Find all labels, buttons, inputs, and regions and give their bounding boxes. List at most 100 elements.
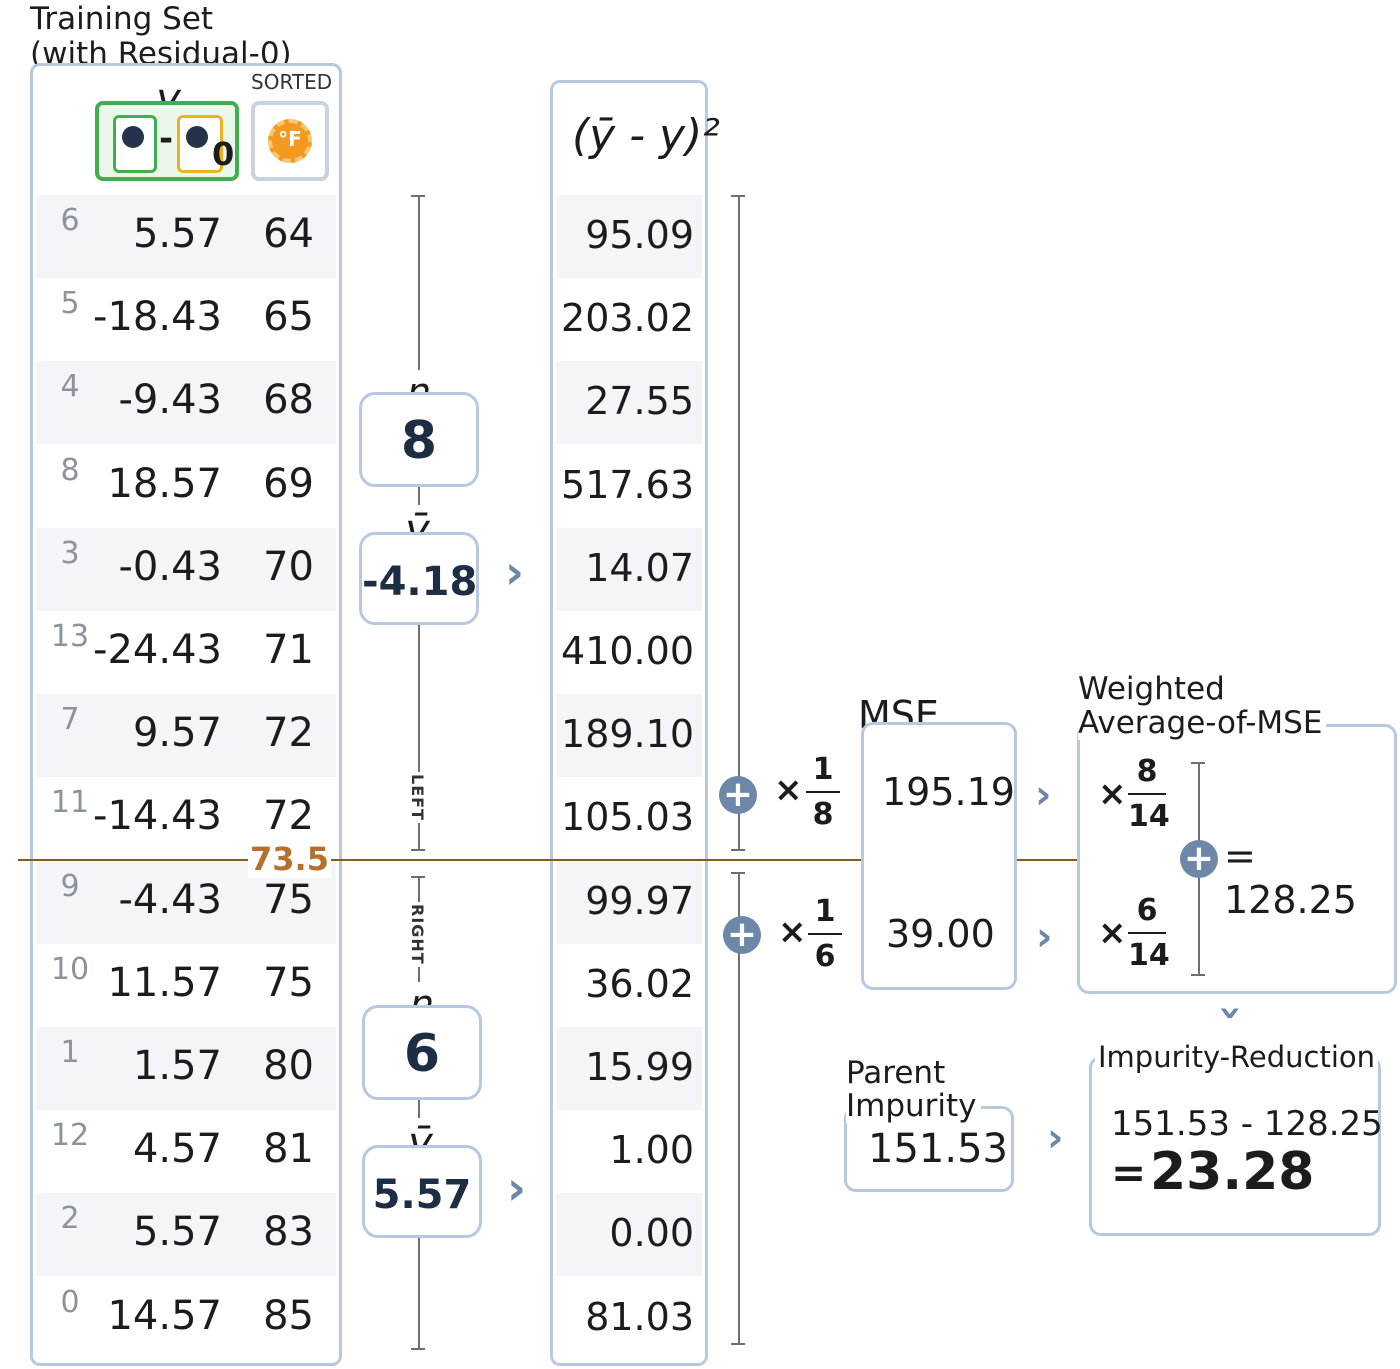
weighted-left-den: 14 [1128,799,1170,834]
row-residual: -24.43 [93,627,222,673]
row-stripe [556,361,702,444]
weighted-sum-top [1191,762,1205,764]
right-bracket-top [411,876,425,878]
sum-left-line [738,195,740,850]
row-stripe [36,1027,336,1110]
row-residual: -9.43 [118,377,223,423]
weighted-left-fraction: 8 14 [1128,754,1170,834]
left-bracket-top [411,195,425,197]
right-mse-den: 6 [814,939,836,974]
row-squared-diff: 410.00 [561,629,694,673]
row-residual: 18.57 [107,461,222,507]
row-index: 4 [60,369,80,404]
row-stripe [556,1193,702,1276]
row-stripe [556,528,702,611]
row-residual: 14.57 [107,1293,222,1339]
row-temperature: 80 [263,1043,314,1089]
row-temperature: 81 [263,1126,314,1172]
mse-right-value: 39.00 [886,912,995,956]
left-ybar-value: -4.18 [362,559,478,605]
row-stripe [556,694,702,777]
row-squared-diff: 1.00 [609,1128,694,1172]
zero-label: 0 [212,135,235,173]
row-residual: 11.57 [107,960,222,1006]
row-stripe [36,694,336,777]
row-residual: -0.43 [118,544,223,590]
row-residual: -18.43 [93,294,222,340]
row-stripe [36,528,336,611]
left-mse-den: 8 [812,797,834,832]
row-temperature: 72 [263,710,314,756]
reduction-result: 23.28 [1150,1142,1315,1202]
right-n-box: 6 [362,1005,482,1100]
residual-icon-group: - 0 [95,101,239,181]
parent-value: 151.53 [868,1126,1008,1172]
right-label: RIGHT [408,902,427,967]
row-residual: 5.57 [132,211,222,257]
row-index: 13 [50,619,90,654]
left-mse-fraction: 1 8 [806,752,840,832]
weighted-right-fraction: 6 14 [1128,893,1170,973]
reduction-box [1089,1056,1381,1236]
right-bracket-bottom [411,1348,425,1350]
squared-diff-header: (ȳ - y)² [572,110,720,161]
row-residual: 5.57 [132,1209,222,1255]
title-line1: Training Set [30,1,214,37]
sum-left-bottom [731,849,745,851]
row-squared-diff: 105.03 [561,795,694,839]
right-n-value: 6 [403,1024,441,1084]
row-residual: -14.43 [93,793,222,839]
left-chevron-icon: › [505,545,524,599]
sum-right-bottom [731,1343,745,1345]
row-squared-diff: 36.02 [585,962,694,1006]
weighted-sum-bottom [1191,974,1205,976]
row-index: 0 [60,1285,80,1320]
right-ybar-value: 5.57 [372,1172,472,1218]
sum-left-plus-icon: + [719,776,757,814]
down-chevron-icon: › [1208,1004,1255,1022]
right-mult-sign: × [778,912,807,952]
row-squared-diff: 0.00 [609,1211,694,1255]
row-index: 11 [50,785,90,820]
row-index: 6 [60,203,80,238]
left-mse-num: 1 [812,752,834,787]
row-squared-diff: 203.02 [561,296,694,340]
row-temperature: 69 [263,461,314,507]
row-squared-diff: 81.03 [585,1295,694,1339]
weighted-left-mult: × [1098,774,1127,814]
sorted-label: SORTED [251,70,333,94]
weighted-plus-icon: + [1180,840,1218,878]
row-residual: 4.57 [132,1126,222,1172]
row-stripe [36,195,336,278]
row-index: 1 [60,1035,80,1070]
row-temperature: 83 [263,1209,314,1255]
row-squared-diff: 517.63 [561,463,694,507]
weighted-title-line1: Weighted [1078,671,1225,707]
row-temperature: 70 [263,544,314,590]
row-squared-diff: 27.55 [585,379,694,423]
row-squared-diff: 189.10 [561,712,694,756]
right-ybar-box: 5.57 [362,1145,482,1238]
row-squared-diff: 99.97 [585,879,694,923]
parent-title-line2: Impurity [846,1088,977,1124]
sum-right-plus-icon: + [723,916,761,954]
training-set-title: Training Set (with Residual-0) [30,2,292,72]
row-squared-diff: 95.09 [585,213,694,257]
row-residual: -4.43 [118,877,223,923]
row-index: 3 [60,536,80,571]
weighted-right-den: 14 [1128,938,1170,973]
thermometer-zero-icon [177,115,223,173]
weighted-right-mult: × [1098,913,1127,953]
parent-title-line1: Parent [846,1055,946,1091]
sum-right-top [731,872,745,874]
mse-box [861,722,1017,990]
row-stripe [556,861,702,944]
row-stripe [556,1027,702,1110]
row-squared-diff: 15.99 [585,1045,694,1089]
row-temperature: 64 [263,211,314,257]
parent-chevron-icon: › [1047,1115,1064,1161]
right-mse-num: 1 [814,894,836,929]
row-residual: 9.57 [132,710,222,756]
weighted-title: Weighted Average-of-MSE [1078,671,1327,740]
weighted-left-num: 8 [1136,754,1158,789]
